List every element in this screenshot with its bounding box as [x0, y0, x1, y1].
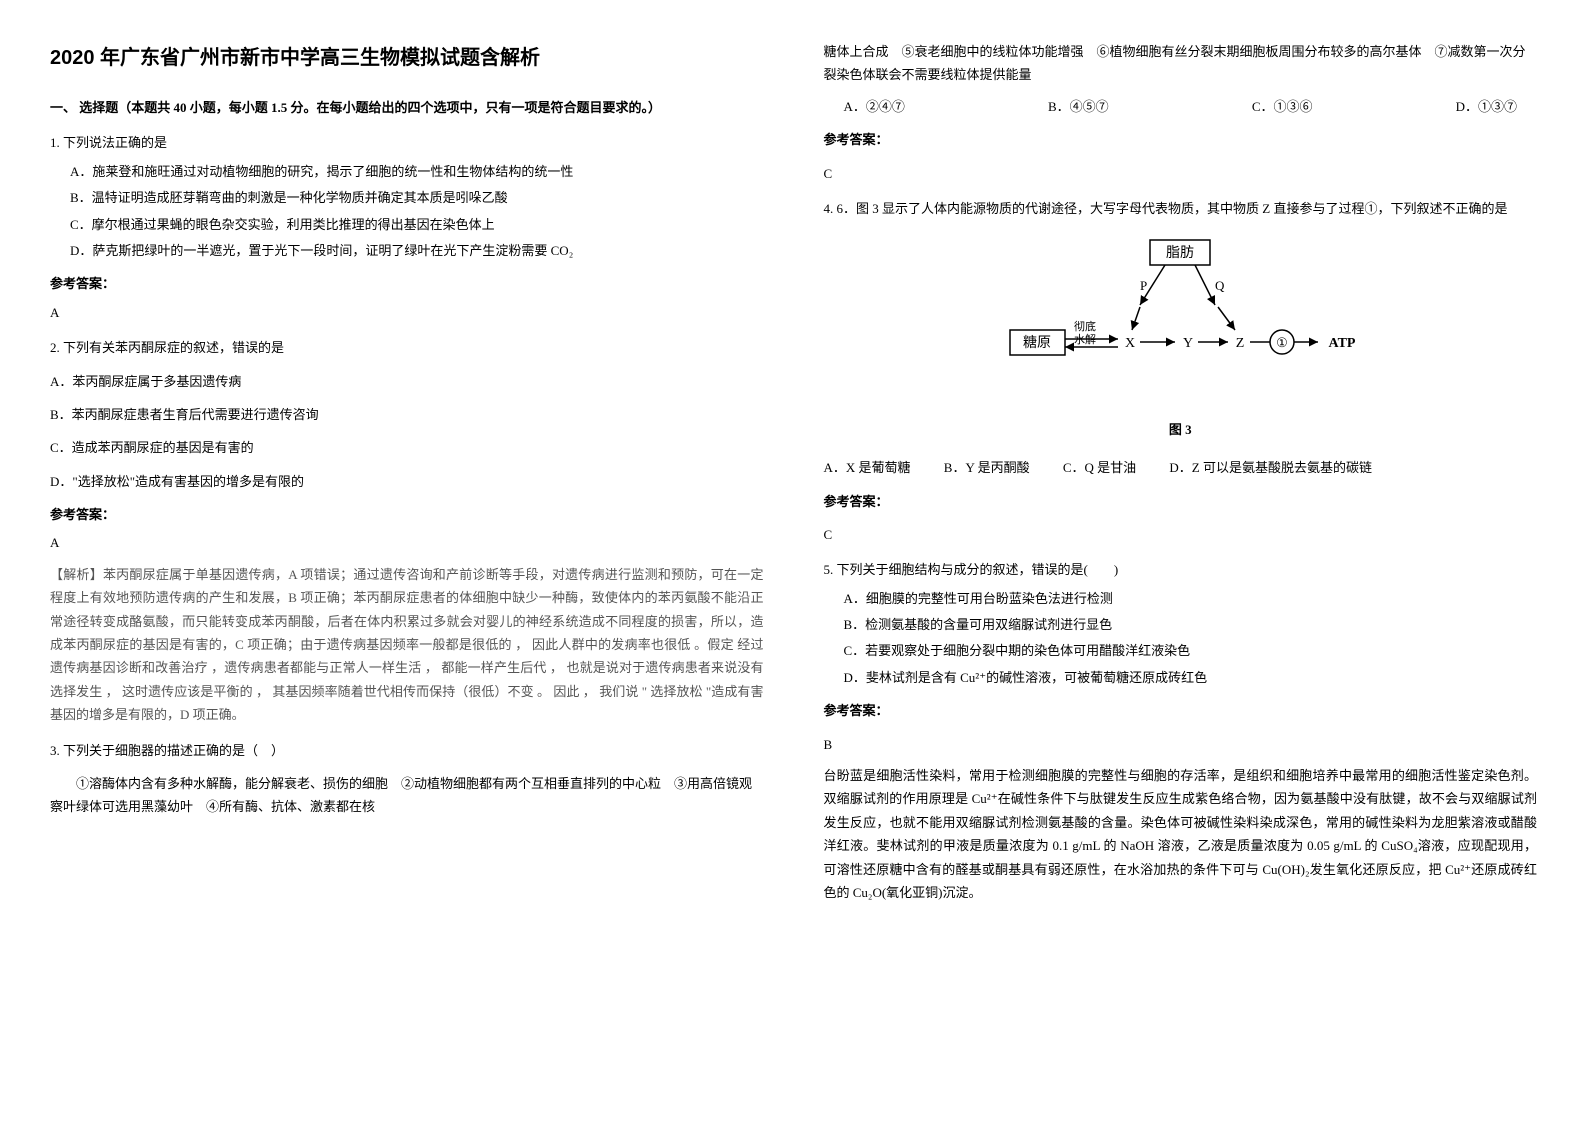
- question-4: 4. 6．图 3 显示了人体内能源物质的代谢途径，大写字母代表物质，其中物质 Z…: [824, 197, 1538, 546]
- q2-option-d: D．"选择放松"造成有害基因的增多是有限的: [50, 470, 764, 493]
- question-3: 3. 下列关于细胞器的描述正确的是（ ） ①溶酶体内含有多种水解酶，能分解衰老、…: [50, 739, 764, 819]
- q4-option-b: B．Y 是丙酮酸: [944, 460, 1030, 475]
- q5-stem: 5. 下列关于细胞结构与成分的叙述，错误的是( ): [824, 558, 1538, 581]
- q1-answer-label: 参考答案：: [50, 272, 764, 295]
- question-1: 1. 下列说法正确的是 A．施莱登和施旺通过对动植物细胞的研究，揭示了细胞的统一…: [50, 131, 764, 324]
- q3-options: A．②④⑦ B．④⑤⑦ C．①③⑥ D．①③⑦: [824, 95, 1538, 118]
- diagram-hydrolysis-1: 彻底: [1074, 319, 1096, 333]
- q4-diagram: 脂肪 P Q 糖原 彻底 水解 X: [824, 235, 1538, 441]
- q2-answer-label: 参考答案：: [50, 503, 764, 526]
- q1-option-d: D．萨克斯把绿叶的一半遮光，置于光下一段时间，证明了绿叶在光下产生淀粉需要 CO…: [70, 239, 764, 262]
- q3-answer-label: 参考答案：: [824, 128, 1538, 151]
- q3-option-d: D．①③⑦: [1456, 95, 1517, 118]
- diagram-atp: ATP: [1329, 336, 1356, 351]
- diagram-q: Q: [1215, 278, 1225, 293]
- q1-option-c: C．摩尔根通过果蝇的眼色杂交实验，利用类比推理的得出基因在染色体上: [70, 213, 764, 236]
- q5-option-b: B．检测氨基酸的含量可用双缩脲试剂进行显色: [844, 613, 1538, 636]
- q1-answer: A: [50, 301, 764, 324]
- q2-answer: A: [50, 531, 764, 554]
- q3-body: ①溶酶体内含有多种水解酶，能分解衰老、损伤的细胞 ②动植物细胞都有两个互相垂直排…: [50, 772, 764, 819]
- q1-stem: 1. 下列说法正确的是: [50, 131, 764, 154]
- diagram-p: P: [1140, 278, 1147, 293]
- question-2: 2. 下列有关苯丙酮尿症的叙述，错误的是 A．苯丙酮尿症属于多基因遗传病 B．苯…: [50, 336, 764, 726]
- left-column: 2020 年广东省广州市新市中学高三生物模拟试题含解析 一、 选择题（本题共 4…: [50, 40, 764, 916]
- q3-option-a: A．②④⑦: [844, 95, 905, 118]
- diagram-circle-1: ①: [1276, 335, 1288, 350]
- q4-diagram-label: 图 3: [824, 418, 1538, 441]
- q3-stem: 3. 下列关于细胞器的描述正确的是（ ）: [50, 739, 764, 762]
- q2-explanation: 【解析】苯丙酮尿症属于单基因遗传病，A 项错误；通过遗传咨询和产前诊断等手段，对…: [50, 563, 764, 727]
- exam-title: 2020 年广东省广州市新市中学高三生物模拟试题含解析: [50, 40, 764, 76]
- q5-option-a: A．细胞膜的完整性可用台盼蓝染色法进行检测: [844, 587, 1538, 610]
- q4-option-c: C．Q 是甘油: [1063, 460, 1136, 475]
- diagram-fat-label: 脂肪: [1166, 245, 1194, 261]
- q1-option-a: A．施莱登和施旺通过对动植物细胞的研究，揭示了细胞的统一性和生物体结构的统一性: [70, 160, 764, 183]
- q4-stem: 4. 6．图 3 显示了人体内能源物质的代谢途径，大写字母代表物质，其中物质 Z…: [824, 197, 1538, 220]
- q5-answer-label: 参考答案：: [824, 699, 1538, 722]
- q4-option-a: A．X 是葡萄糖: [824, 460, 911, 475]
- q2-option-a: A．苯丙酮尿症属于多基因遗传病: [50, 370, 764, 393]
- q3-option-b: B．④⑤⑦: [1048, 95, 1109, 118]
- diagram-z: Z: [1236, 336, 1245, 351]
- q2-option-c: C．造成苯丙酮尿症的基因是有害的: [50, 436, 764, 459]
- q4-option-d: D．Z 可以是氨基酸脱去氨基的碳链: [1169, 460, 1372, 475]
- q3-body-cont: 糖体上合成 ⑤衰老细胞中的线粒体功能增强 ⑥植物细胞有丝分裂末期细胞板周围分布较…: [824, 40, 1538, 87]
- q1-option-b: B．温特证明造成胚芽鞘弯曲的刺激是一种化学物质并确定其本质是吲哚乙酸: [70, 186, 764, 209]
- diagram-glycogen-label: 糖原: [1023, 335, 1051, 351]
- q5-explanation: 台盼蓝是细胞活性染料，常用于检测细胞膜的完整性与细胞的存活率，是组织和细胞培养中…: [824, 764, 1538, 904]
- q4-answer: C: [824, 523, 1538, 546]
- section-1-heading: 一、 选择题（本题共 40 小题，每小题 1.5 分。在每小题给出的四个选项中，…: [50, 96, 764, 119]
- q5-option-d: D．斐林试剂是含有 Cu²⁺的碱性溶液，可被葡萄糖还原成砖红色: [844, 666, 1538, 689]
- q5-option-c: C．若要观察处于细胞分裂中期的染色体可用醋酸洋红液染色: [844, 639, 1538, 662]
- q4-answer-label: 参考答案：: [824, 490, 1538, 513]
- q3-answer: C: [824, 162, 1538, 185]
- q5-answer: B: [824, 733, 1538, 756]
- q4-options: A．X 是葡萄糖 B．Y 是丙酮酸 C．Q 是甘油 D．Z 可以是氨基酸脱去氨基…: [824, 456, 1538, 479]
- metabolism-diagram-svg: 脂肪 P Q 糖原 彻底 水解 X: [1000, 235, 1360, 405]
- right-column: 糖体上合成 ⑤衰老细胞中的线粒体功能增强 ⑥植物细胞有丝分裂末期细胞板周围分布较…: [824, 40, 1538, 916]
- diagram-y: Y: [1183, 336, 1193, 351]
- q2-option-b: B．苯丙酮尿症患者生育后代需要进行遗传咨询: [50, 403, 764, 426]
- question-5: 5. 下列关于细胞结构与成分的叙述，错误的是( ) A．细胞膜的完整性可用台盼蓝…: [824, 558, 1538, 904]
- q2-stem: 2. 下列有关苯丙酮尿症的叙述，错误的是: [50, 336, 764, 359]
- diagram-x: X: [1125, 336, 1135, 351]
- q3-option-c: C．①③⑥: [1252, 95, 1313, 118]
